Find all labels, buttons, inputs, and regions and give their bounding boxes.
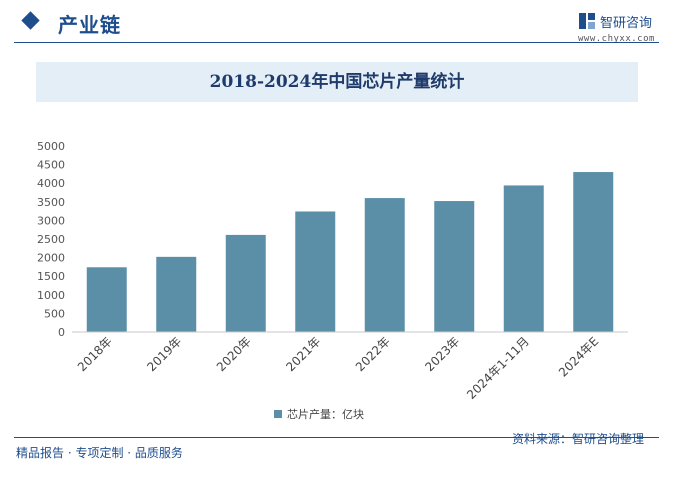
bar: [503, 185, 544, 332]
y-tick-label: 3500: [37, 196, 65, 209]
x-tick-label: 2020年: [214, 334, 254, 374]
bar: [86, 267, 127, 332]
bar: [295, 211, 336, 332]
logo-icon: [579, 13, 595, 29]
y-tick-label: 2000: [37, 252, 65, 265]
logo-url: www.chyxx.com: [578, 34, 655, 44]
bar: [225, 234, 266, 332]
x-tick-label: 2023年: [422, 334, 462, 374]
y-tick-label: 5000: [37, 140, 65, 153]
chart-title: 2018-2024年中国芯片产量统计: [209, 72, 465, 92]
y-tick-label: 2500: [37, 233, 65, 246]
bar: [364, 198, 405, 332]
legend-swatch: [274, 410, 282, 418]
y-axis: 0 500 1000 1500 2000 2500 3000 3500 4000 4500 5000: [37, 140, 65, 339]
y-tick-label: 3000: [37, 214, 65, 227]
y-tick-label: 4000: [37, 177, 65, 190]
bar: [434, 201, 475, 332]
y-tick-label: 500: [44, 307, 65, 320]
x-axis: 2018年 2019年 2020年 2021年 2022年 2023年 2024年1-11月…: [75, 334, 601, 402]
header-divider: [14, 42, 659, 43]
legend: 芯片产量：亿块: [274, 407, 364, 421]
title-band: [36, 62, 638, 102]
source-note: 资料来源：智研咨询整理: [512, 432, 645, 446]
legend-label: 芯片产量：亿块: [287, 407, 364, 421]
y-tick-label: 1000: [37, 289, 65, 302]
logo-name: 智研咨询: [600, 16, 653, 31]
bar: [156, 256, 197, 332]
y-tick-label: 4500: [37, 159, 65, 172]
x-tick-label: 2021年: [283, 334, 323, 374]
footer-slogan: 精品报告 · 专项定制 · 品质服务: [16, 446, 183, 460]
x-tick-label: 2022年: [353, 334, 393, 374]
x-tick-label: 2019年: [144, 334, 184, 374]
bar-series: [86, 172, 614, 332]
bar: [573, 172, 614, 332]
header: 产业链 智研咨询 www.chyxx.com: [0, 0, 673, 46]
x-tick-label: 2024年E: [556, 334, 601, 379]
y-tick-label: 1500: [37, 270, 65, 283]
x-tick-label: 2018年: [75, 334, 115, 374]
x-tick-label: 2024年1-11月: [464, 334, 532, 402]
section-title: 产业链: [58, 13, 121, 37]
footer-divider: [14, 437, 659, 438]
y-tick-label: 0: [58, 326, 65, 339]
